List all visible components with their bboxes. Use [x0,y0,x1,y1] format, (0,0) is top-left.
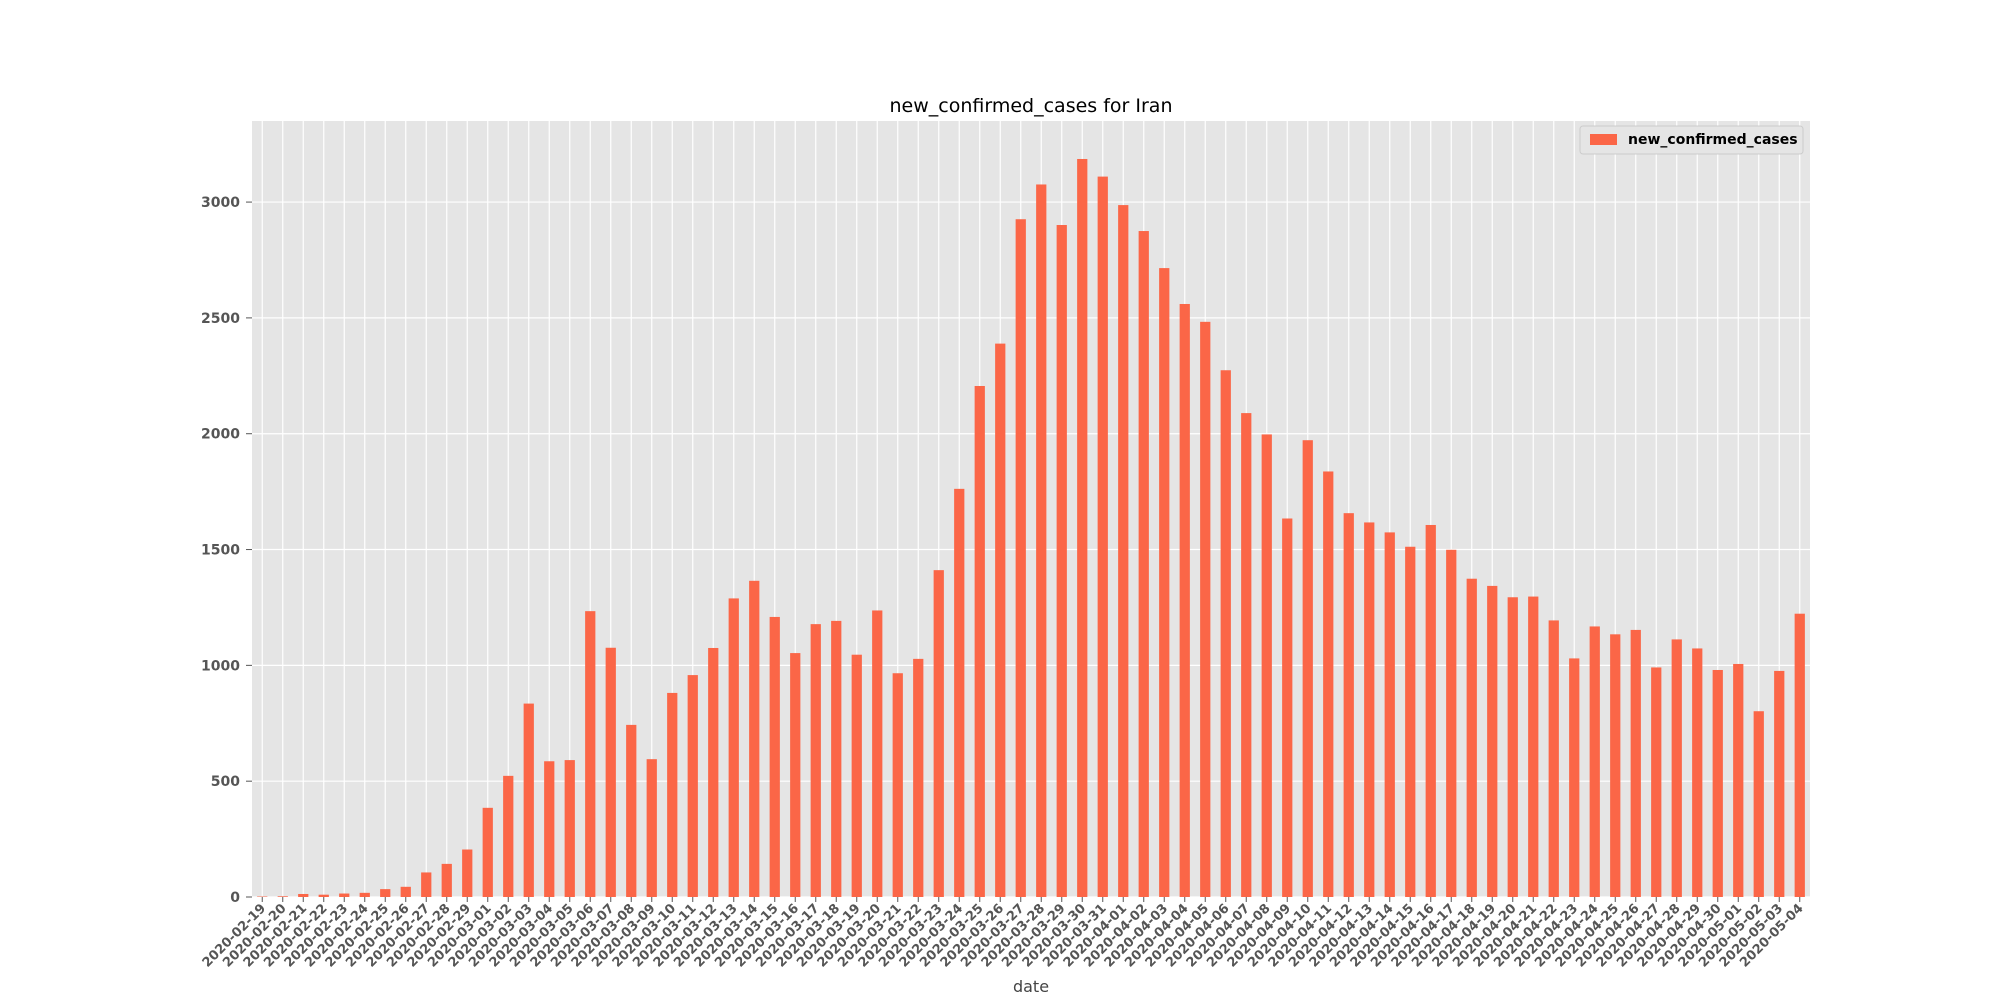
bar [318,894,329,897]
bar [1384,532,1395,897]
bar [913,658,924,897]
bar [1753,711,1764,897]
bar [1528,596,1539,897]
y-tick-label: 1000 [201,658,240,674]
bar [1589,626,1600,897]
bar [1405,546,1416,897]
y-tick-label: 1500 [201,543,240,559]
bar [1302,440,1313,897]
bar [1056,225,1067,897]
bar [687,675,698,897]
bars [257,158,1805,898]
y-tick-label: 2500 [201,311,240,327]
bar [585,611,596,897]
bar [1671,639,1682,897]
bar [277,896,288,897]
bar [1364,522,1375,897]
bar [810,624,821,897]
bar [359,892,370,897]
bar [995,343,1006,897]
bar [482,807,493,897]
bar [667,692,678,897]
y-tick-label: 2000 [201,427,240,443]
bar [974,385,985,897]
bar [1487,585,1498,897]
bar [790,653,801,897]
bar [872,610,883,897]
bar [564,760,575,897]
bar [626,724,637,897]
bar [400,886,411,897]
bar [831,620,842,897]
bar [1200,321,1211,897]
bar [1159,268,1170,897]
bar [1569,658,1580,897]
legend-label: new_confirmed_cases [1628,132,1798,148]
legend: new_confirmed_cases [1579,125,1804,155]
bar [954,488,965,897]
bar [605,647,616,897]
bar [1692,648,1703,897]
bar [1610,634,1621,897]
bar [421,872,432,897]
y-tick-label: 0 [230,890,240,906]
bar [1630,629,1641,897]
bar [646,759,657,897]
bar [503,775,514,897]
legend-swatch [1590,134,1617,145]
bar [1446,549,1457,897]
bar [339,893,350,897]
bar [892,673,903,897]
bar [1774,670,1785,897]
bar [1548,620,1559,897]
chart-title: new_confirmed_cases for Iran [890,95,1173,117]
bar [1077,158,1088,897]
bar [1651,667,1662,897]
bar [1712,669,1723,897]
bar [544,761,555,897]
bar [1097,176,1108,898]
bar [523,703,534,897]
bar [1343,513,1354,897]
bar [749,580,760,897]
bar [1323,471,1334,897]
y-tick-label: 3000 [201,195,240,211]
bar [1015,219,1026,897]
bar [1261,434,1272,897]
bar [1733,663,1744,897]
bar [728,598,739,897]
bar [769,616,780,897]
bar [1220,370,1231,897]
bar [1179,303,1190,897]
bar [1118,205,1129,898]
bar [1241,413,1252,897]
x-axis-label: date [1013,977,1049,996]
bar [1138,231,1149,897]
bar [1507,597,1518,897]
bar [1282,518,1293,897]
bar [441,863,452,897]
x-axis-ticks: 2020-02-192020-02-202020-02-212020-02-22… [200,897,1807,971]
bar [462,849,473,897]
bar [708,647,719,897]
bar [298,893,309,897]
bar [380,889,391,897]
bar [933,570,944,897]
bar [1794,613,1805,897]
y-tick-label: 500 [211,774,240,790]
y-axis-ticks: 0 500 1000 1500 2000 2500 3000 [201,195,252,906]
bar [851,654,862,897]
legend-box [1579,125,1804,155]
bar [1036,184,1047,897]
bar [1466,578,1477,897]
bar [1425,524,1436,897]
